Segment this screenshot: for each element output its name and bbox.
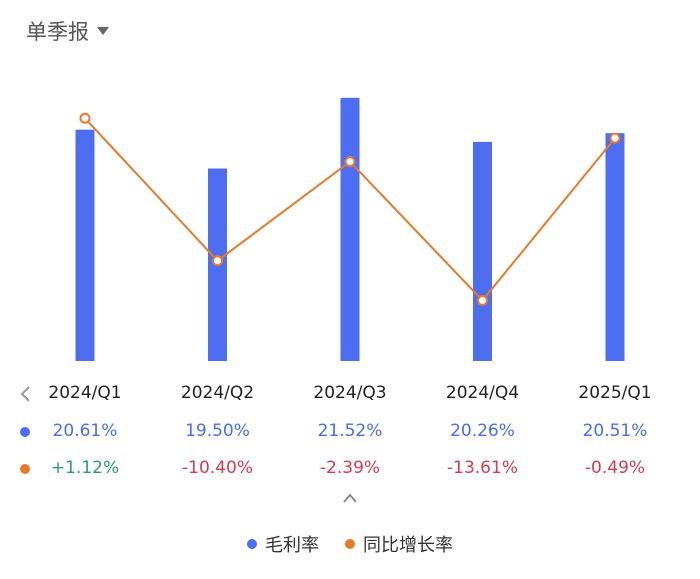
category-label: 2024/Q3	[313, 383, 387, 403]
legend-item-gross-margin[interactable]: 毛利率	[247, 531, 319, 557]
gross-margin-value: 20.61%	[52, 421, 118, 441]
yoy-point-2025/Q1[interactable]	[609, 132, 621, 144]
gross-margin-value: 20.51%	[582, 421, 648, 441]
caret-down-icon	[97, 27, 109, 35]
gross-margin-value: 20.26%	[450, 421, 515, 441]
category-label: 2025/Q1	[578, 383, 652, 403]
gross-margin-value: 21.52%	[317, 421, 383, 441]
yoy-value: -2.39%	[319, 458, 381, 478]
category-label: 2024/Q1	[48, 383, 122, 403]
legend-item-yoy-growth[interactable]: 同比增长率	[345, 531, 453, 557]
yoy-point-2024/Q3[interactable]	[344, 156, 356, 168]
legend: 毛利率 同比增长率	[0, 531, 700, 557]
bar-2024/Q1[interactable]	[75, 129, 95, 361]
chevron-up-icon[interactable]	[340, 490, 360, 506]
yoy-value: +1.12%	[50, 458, 120, 478]
yoy-value: -0.49%	[584, 458, 646, 478]
bar-2024/Q4[interactable]	[473, 141, 492, 361]
gross-margin-value: 19.50%	[185, 421, 250, 441]
chevron-left-icon[interactable]	[18, 384, 34, 404]
period-selector[interactable]: 单季报	[26, 14, 109, 48]
bar-2025/Q1[interactable]	[605, 133, 625, 361]
category-label: 2024/Q2	[180, 383, 255, 403]
legend-label: 毛利率	[265, 535, 319, 556]
yoy-value: -13.61%	[447, 458, 518, 478]
chart	[75, 97, 625, 362]
yoy-value: -10.40%	[182, 458, 253, 478]
row-dot-gross-margin	[20, 427, 30, 437]
category-label: 2024/Q4	[445, 383, 520, 403]
row-dot-yoy-growth	[20, 464, 30, 474]
legend-dot-yoy-growth	[345, 539, 355, 549]
yoy-point-2024/Q2[interactable]	[212, 255, 223, 267]
period-selector-label: 单季报	[26, 20, 89, 44]
legend-dot-gross-margin	[247, 539, 257, 549]
bar-2024/Q3[interactable]	[340, 97, 360, 362]
yoy-point-2024/Q4[interactable]	[477, 294, 488, 306]
legend-label: 同比增长率	[363, 535, 453, 556]
yoy-point-2024/Q1[interactable]	[79, 112, 91, 124]
